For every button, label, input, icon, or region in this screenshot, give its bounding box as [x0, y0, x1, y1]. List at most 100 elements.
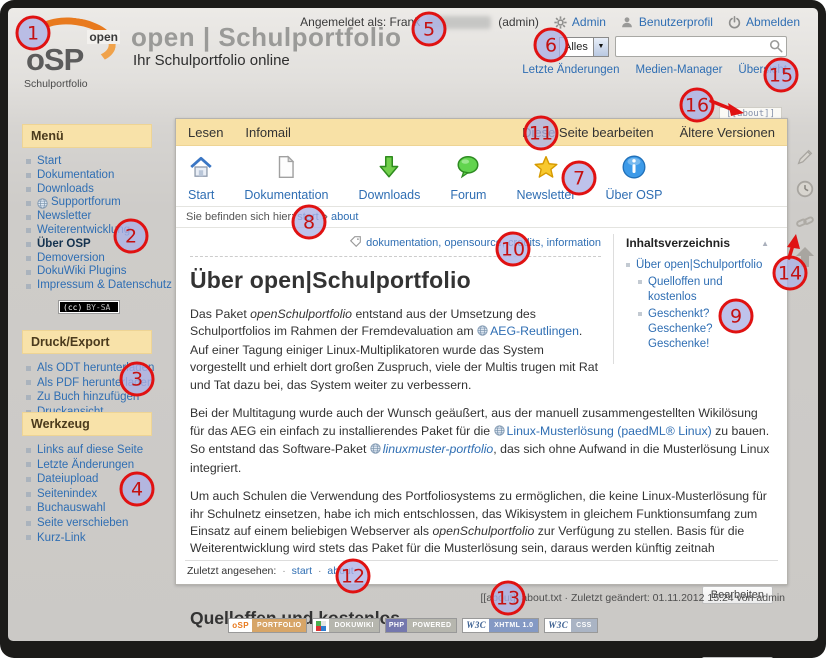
sidebar-item[interactable]: Supportforum [26, 196, 160, 210]
sidebar-item[interactable]: Buchauswahl [26, 501, 160, 516]
tag-item[interactable]: information [547, 237, 601, 249]
sidebar-item-label[interactable]: Kurz-Link [37, 531, 86, 544]
toc-link[interactable]: Geschenkt? Geschenke? Geschenke! [648, 308, 713, 350]
wiki-page: Inhaltsverzeichnis ▲ Über open|Schulport… [176, 228, 787, 658]
tag-item[interactable]: credits [508, 237, 547, 249]
sidebar-item[interactable]: Start [26, 155, 160, 169]
link-icon[interactable] [796, 213, 814, 236]
search-bar: Alles ▼ [559, 36, 787, 57]
sidebar-item-label[interactable]: Als PDF herunterladen [37, 376, 154, 389]
toc-toggle-icon[interactable]: ▲ [761, 238, 769, 248]
content-area: Lesen Infomail Diese Seite bearbeiten Äl… [175, 118, 788, 658]
sidebar-item[interactable]: DokuWiki Plugins [26, 265, 160, 279]
quick-link[interactable]: Übersicht [738, 64, 787, 76]
toc-link[interactable]: Quelloffen und kostenlos [648, 276, 723, 303]
edit-page-tab[interactable]: Diese Seite bearbeiten [522, 124, 654, 140]
badge-w3c-xhtml[interactable]: W3C XHTML 1.0 [462, 618, 540, 633]
bullet-icon [26, 520, 31, 526]
clock-icon[interactable] [796, 180, 814, 203]
sidebar-item[interactable]: Seite verschieben [26, 516, 160, 531]
sidebar-item[interactable]: Als ODT herunterladen [26, 361, 160, 376]
sidebar-item[interactable]: Demoversion [26, 252, 160, 266]
badge-php-powered[interactable]: PHP POWERED [384, 618, 458, 633]
toc-item[interactable]: Geschenkt? Geschenke? Geschenke! [638, 307, 769, 352]
content-link[interactable]: linuxmuster-portfolio [382, 442, 494, 457]
search-scope-value: Alles [564, 40, 588, 53]
edit-section-button[interactable]: Bearbeiten [701, 586, 773, 605]
sidebar-item-label[interactable]: Impressum & Datenschutz [37, 279, 172, 292]
sidebar-item-label[interactable]: Weiterentwicklung [37, 223, 131, 236]
content-link[interactable]: AEG-Reutlingen [490, 324, 579, 339]
sidebar-item-label[interactable]: Start [37, 155, 62, 167]
dropdown-arrow-icon[interactable]: ▼ [593, 37, 608, 56]
tag-link[interactable]: credits [508, 237, 541, 249]
sidebar-item-label[interactable]: Supportforum [51, 196, 121, 209]
sidebar-item-label[interactable]: Buchauswahl [37, 502, 106, 515]
last-viewed-link-start[interactable]: start [291, 565, 313, 577]
sidebar-item[interactable]: Links auf diese Seite [26, 443, 160, 458]
tag-link[interactable]: information [546, 237, 601, 249]
sidebar-item[interactable]: Downloads [26, 183, 160, 197]
sidebar-item-label[interactable]: Dokumentation [37, 168, 115, 181]
admin-link[interactable]: Admin [571, 15, 606, 29]
quick-link[interactable]: Letzte Änderungen [522, 64, 620, 76]
search-scope-select[interactable]: Alles ▼ [559, 36, 609, 57]
sidebar-item-label[interactable]: Seite verschieben [37, 516, 129, 529]
sidebar-item-label[interactable]: Als ODT herunterladen [37, 362, 155, 374]
badge-w3c-css[interactable]: W3C CSS [544, 618, 598, 633]
bullet-icon [26, 283, 31, 289]
sidebar-item-label[interactable]: Links auf diese Seite [37, 444, 144, 456]
sidebar-item-label[interactable]: Zu Buch hinzufügen [37, 391, 140, 404]
toolbar-item-start[interactable]: Start [188, 154, 214, 202]
sidebar-item-label[interactable]: Über OSP [37, 237, 91, 250]
sidebar-item-label[interactable]: Dateiupload [37, 473, 99, 486]
cc-license-badge[interactable]: (cc) BY-SA [58, 300, 120, 314]
tag-item[interactable]: opensource [444, 237, 508, 249]
tab-lesen[interactable]: Lesen [188, 124, 224, 140]
sidebar-item[interactable]: Kurz-Link [26, 531, 160, 546]
pencil-icon[interactable] [797, 148, 814, 170]
sidebar-item-label[interactable]: Seitenindex [37, 487, 98, 500]
tag-link[interactable]: opensource [444, 237, 502, 249]
sidebar-item-label[interactable]: Letzte Änderungen [37, 458, 135, 471]
quick-link[interactable]: Medien-Manager [635, 64, 723, 76]
toc-item[interactable]: Über open|Schulportfolio [626, 258, 769, 273]
badge-dokuwiki[interactable]: DOKUWIKI [312, 618, 380, 633]
toolbar-item-downloads[interactable]: Downloads [358, 154, 420, 202]
sidebar-item[interactable]: Über OSP [26, 238, 160, 252]
sidebar-item[interactable]: Dateiupload [26, 472, 160, 487]
logout-link[interactable]: Abmelden [745, 15, 800, 29]
sidebar-item-label[interactable]: Downloads [37, 182, 94, 195]
breadcrumb-link-about[interactable]: about [330, 211, 359, 223]
site-logo[interactable]: open oSP Schulportfolio [22, 12, 126, 92]
sidebar-item[interactable]: Letzte Änderungen [26, 458, 160, 473]
sidebar-item[interactable]: Impressum & Datenschutz [26, 279, 172, 293]
sidebar-item[interactable]: Als PDF herunterladen [26, 376, 160, 391]
content-link[interactable]: Linux-Musterlösung (paedML® Linux) [506, 423, 712, 438]
toolbar-item-forum[interactable]: Forum [450, 154, 486, 202]
sidebar-item-label[interactable]: Newsletter [37, 210, 92, 223]
last-viewed-link-about[interactable]: about [327, 565, 354, 577]
tab-infomail[interactable]: Infomail [245, 124, 291, 140]
sidebar-item[interactable]: Dokumentation [26, 169, 160, 183]
profile-link[interactable]: Benutzerprofil [638, 15, 713, 29]
arrow-up-icon[interactable] [795, 246, 815, 273]
search-input[interactable] [615, 36, 787, 57]
sidebar-item[interactable]: Zu Buch hinzufügen [26, 390, 160, 405]
search-icon[interactable] [769, 39, 783, 58]
breadcrumb-link-start[interactable]: start [297, 211, 319, 223]
sidebar-item[interactable]: Newsletter [26, 210, 160, 224]
old-revisions-tab[interactable]: Ältere Versionen [679, 124, 775, 140]
toolbar-item-ueber-osp[interactable]: Über OSP [606, 154, 662, 202]
sidebar-item[interactable]: Weiterentwicklung [26, 224, 160, 238]
toc-link[interactable]: Über open|Schulportfolio [636, 259, 763, 271]
toolbar-item-dokumentation[interactable]: Dokumentation [244, 154, 328, 202]
sidebar-item-label[interactable]: Demoversion [37, 251, 105, 264]
toc-item[interactable]: Quelloffen und kostenlos [638, 275, 769, 305]
badge-osp-portfolio[interactable]: oSP PORTFOLIO [228, 618, 308, 633]
tag-item[interactable]: dokumentation [366, 237, 444, 249]
sidebar-item-label[interactable]: DokuWiki Plugins [37, 265, 127, 278]
toolbar-item-newsletter[interactable]: Newsletter [516, 154, 576, 202]
tag-link[interactable]: dokumentation [366, 237, 439, 249]
sidebar-item[interactable]: Seitenindex [26, 487, 160, 502]
